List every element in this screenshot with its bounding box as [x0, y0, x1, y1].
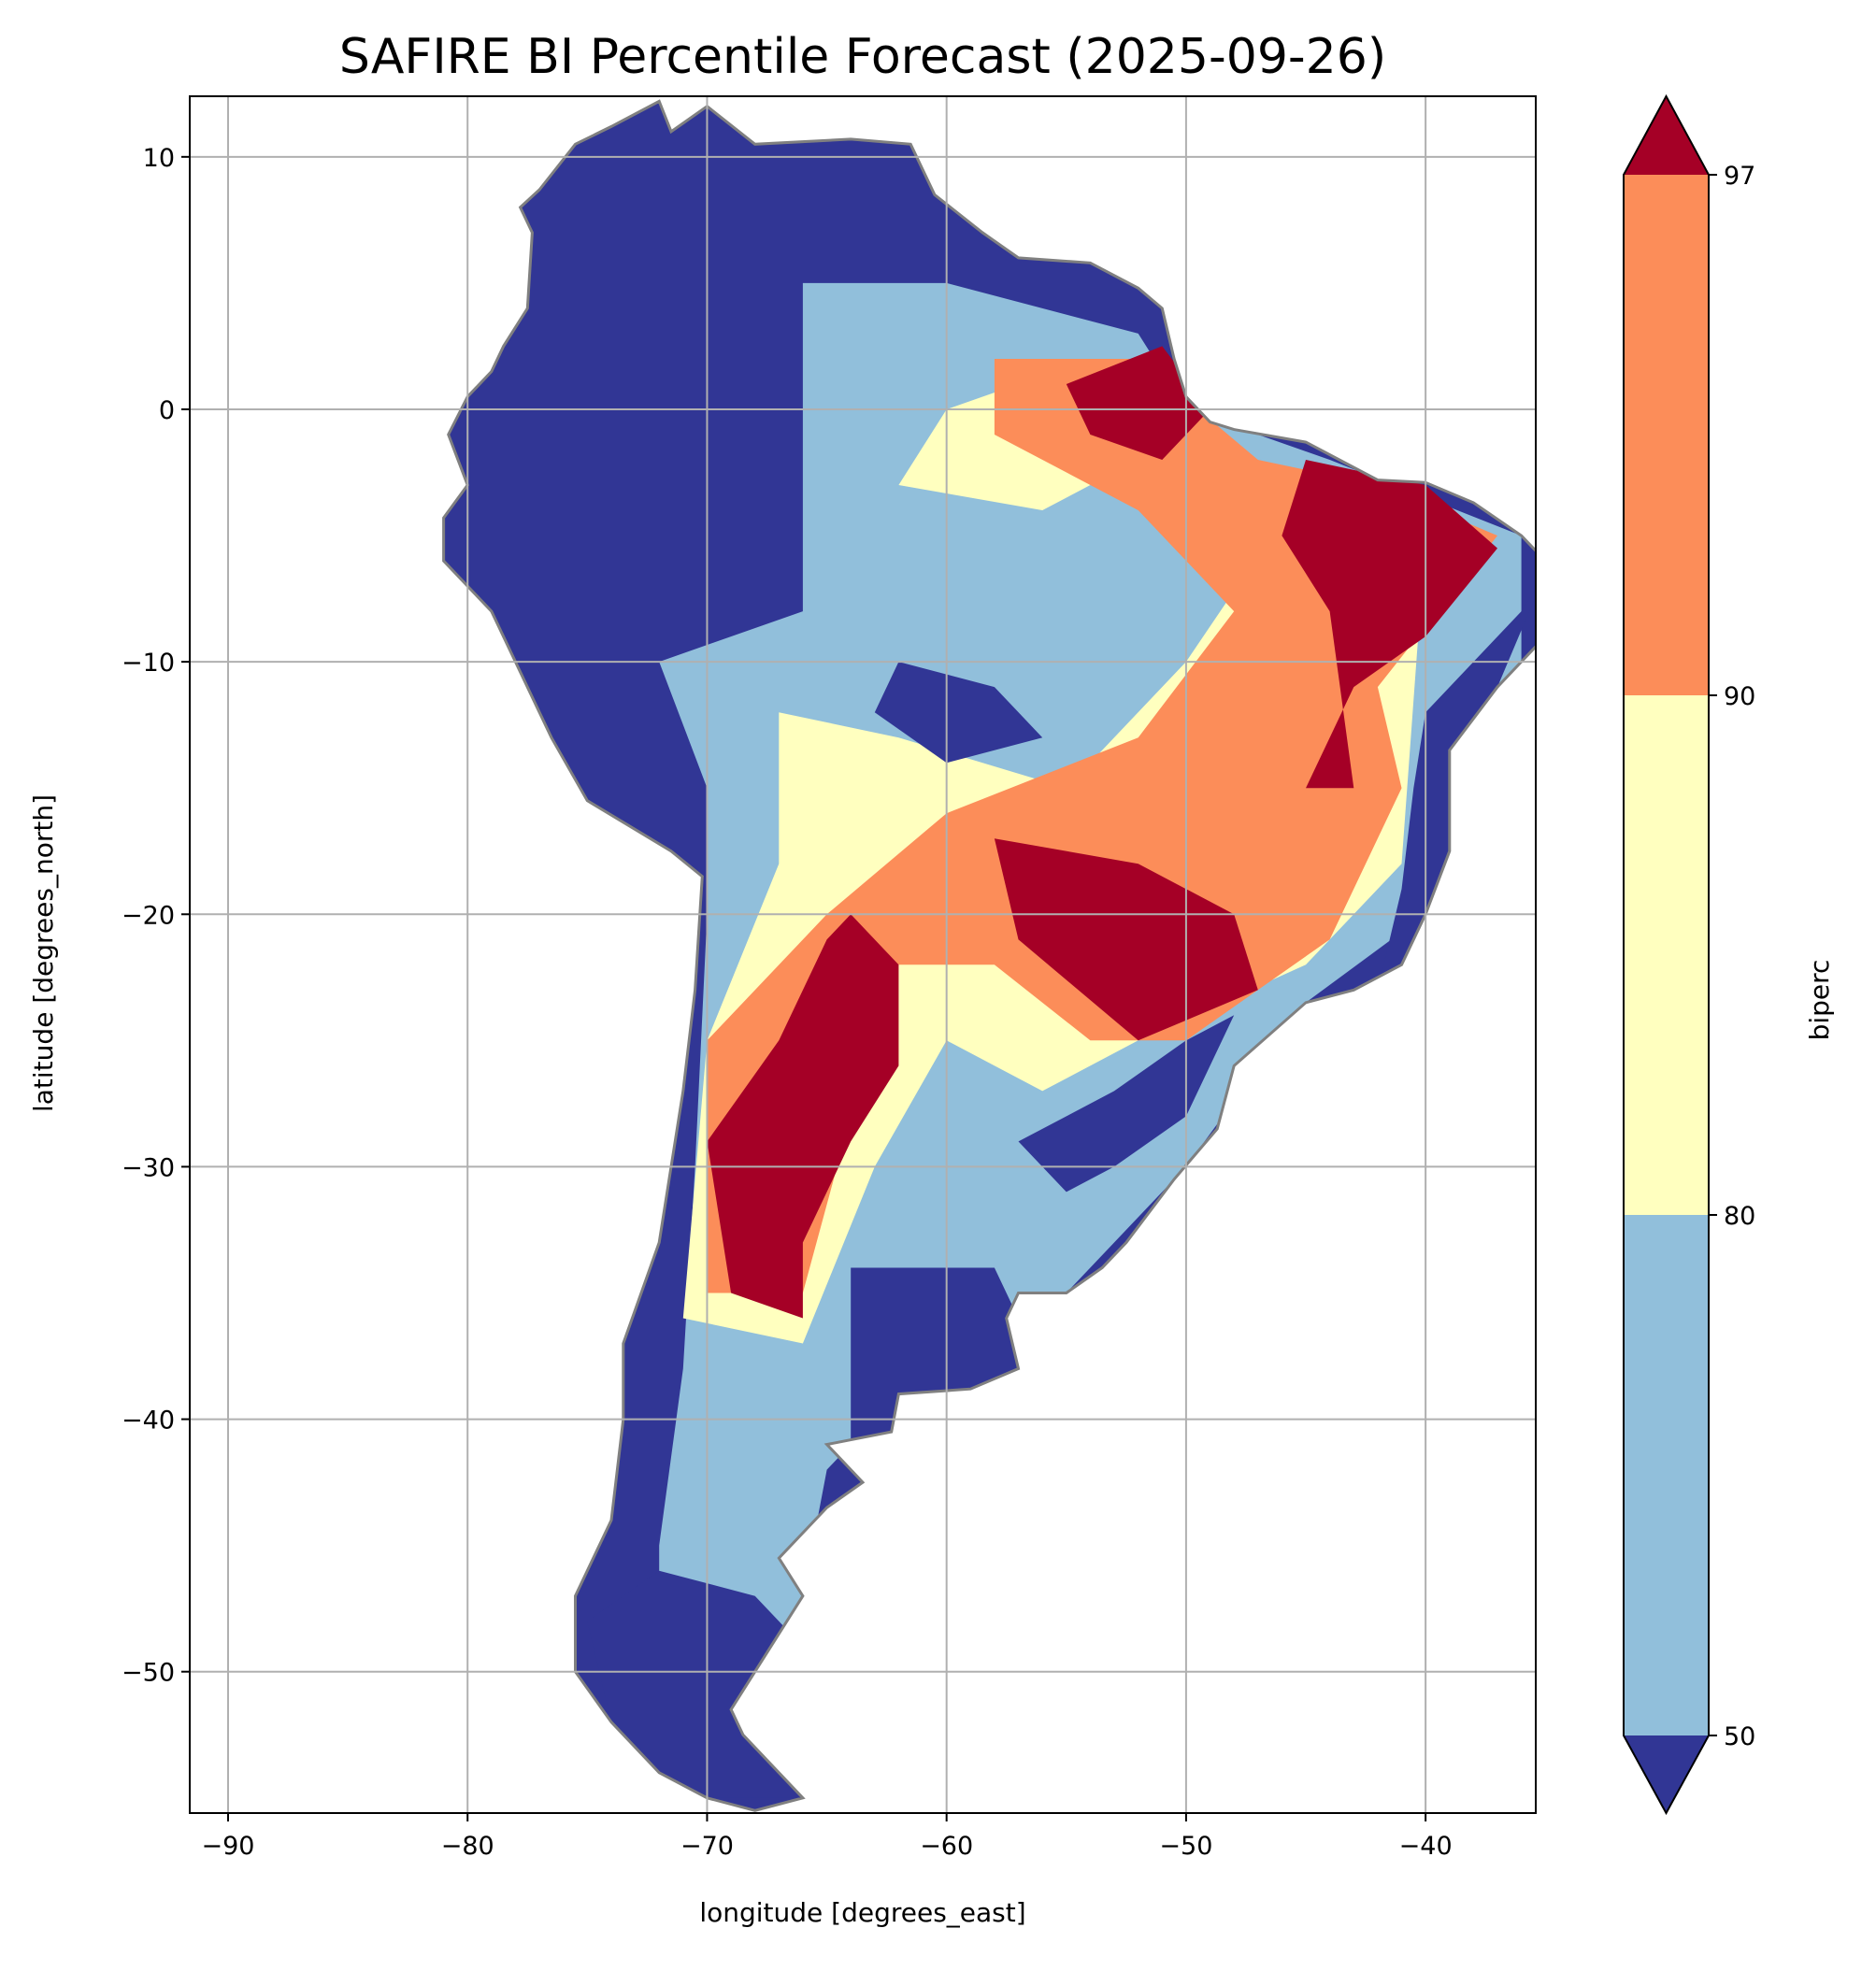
y-axis-label: latitude [degrees_north] [28, 794, 59, 1112]
y-axis: 10 0 −10 −20 −30 −40 −50 [122, 144, 190, 1688]
below-50-patch [1377, 573, 1536, 991]
y-tick-label: −30 [122, 1153, 175, 1182]
percentile-field [443, 101, 1536, 1811]
x-tick-label: −60 [920, 1832, 973, 1861]
colorbar-extend-max [1624, 96, 1709, 175]
x-axis-label: longitude [degrees_east] [699, 1897, 1025, 1928]
y-tick-label: 10 [143, 144, 175, 173]
colorbar-tick-label: 50 [1724, 1722, 1755, 1751]
below-50-patch [851, 1267, 1019, 1470]
axes-frame [189, 95, 1537, 1814]
above-97-region [994, 838, 1258, 1041]
colorbar-segment [1624, 175, 1709, 695]
above-97-region [1066, 346, 1210, 460]
chart-title: SAFIRE BI Percentile Forecast (2025-09-2… [339, 29, 1386, 85]
colorbar-segment [1624, 1215, 1709, 1735]
y-tick-label: −20 [122, 901, 175, 930]
coastline [442, 99, 1536, 1812]
y-tick-label: −40 [122, 1407, 175, 1435]
colorbar-tick-label: 97 [1724, 162, 1755, 191]
colorbar-segment [1624, 695, 1709, 1215]
x-tick-label: −70 [680, 1832, 734, 1861]
x-tick-label: −90 [202, 1832, 255, 1861]
colorbar-tick-label: 90 [1724, 682, 1755, 711]
y-tick-label: −50 [122, 1659, 175, 1688]
map-area [442, 99, 1536, 1812]
colorbar-label: biperc [1804, 960, 1835, 1041]
colorbar-tick-label: 80 [1724, 1202, 1755, 1231]
x-tick-label: −80 [441, 1832, 494, 1861]
x-tick-label: −40 [1399, 1832, 1453, 1861]
above-97-region [707, 914, 899, 1319]
y-tick-label: −10 [122, 649, 175, 678]
90-97-region [707, 359, 1497, 1293]
gridlines [190, 96, 1536, 1813]
colorbar: 50 80 90 97 [1623, 93, 1755, 1816]
y-tick-label: 0 [159, 396, 175, 425]
x-axis: −90 −80 −70 −60 −50 −40 [202, 1813, 1453, 1861]
below-50-patch [874, 662, 1043, 764]
colorbar-extend-min [1624, 1735, 1709, 1813]
above-97-region [1282, 460, 1497, 789]
below-50-patch [1018, 1015, 1235, 1193]
x-tick-label: −50 [1159, 1832, 1212, 1861]
